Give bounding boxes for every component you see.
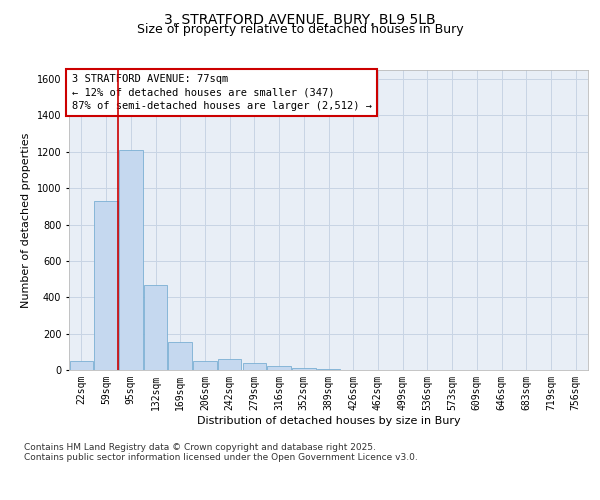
Text: 3, STRATFORD AVENUE, BURY, BL9 5LB: 3, STRATFORD AVENUE, BURY, BL9 5LB xyxy=(164,12,436,26)
Bar xyxy=(218,359,241,370)
Y-axis label: Number of detached properties: Number of detached properties xyxy=(21,132,31,308)
Bar xyxy=(317,369,340,370)
Bar xyxy=(70,361,93,370)
Bar xyxy=(144,284,167,370)
Bar xyxy=(169,342,192,370)
Bar xyxy=(292,368,316,370)
Bar xyxy=(268,366,291,370)
Bar xyxy=(94,201,118,370)
Text: 3 STRATFORD AVENUE: 77sqm
← 12% of detached houses are smaller (347)
87% of semi: 3 STRATFORD AVENUE: 77sqm ← 12% of detac… xyxy=(71,74,371,111)
Text: Contains HM Land Registry data © Crown copyright and database right 2025.
Contai: Contains HM Land Registry data © Crown c… xyxy=(24,442,418,462)
X-axis label: Distribution of detached houses by size in Bury: Distribution of detached houses by size … xyxy=(197,416,460,426)
Text: Size of property relative to detached houses in Bury: Size of property relative to detached ho… xyxy=(137,24,463,36)
Bar xyxy=(242,362,266,370)
Bar xyxy=(119,150,143,370)
Bar xyxy=(193,361,217,370)
